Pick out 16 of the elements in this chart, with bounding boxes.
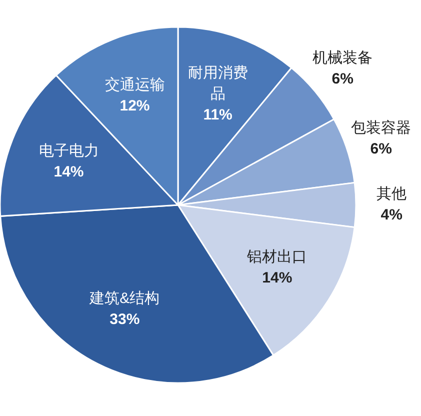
slice-label: 耐用消费品	[188, 64, 248, 102]
slice-label: 机械装备	[312, 49, 373, 66]
slice-label: 其他	[376, 185, 407, 202]
data-label: 4%	[380, 206, 402, 224]
data-label: 11%	[203, 106, 232, 124]
slice-label: 交通运输	[104, 76, 165, 94]
slice-label: 建筑&结构	[88, 290, 160, 308]
slice-label: 电子电力	[38, 142, 99, 160]
data-label: 6%	[370, 140, 392, 158]
data-label: 14%	[54, 163, 84, 180]
data-label: 12%	[120, 97, 150, 114]
slice-label: 铝材出口	[246, 248, 308, 266]
data-label: 14%	[262, 269, 292, 286]
data-label: 6%	[332, 70, 354, 88]
slice-label: 包装容器	[351, 119, 412, 136]
data-label: 33%	[110, 311, 140, 328]
